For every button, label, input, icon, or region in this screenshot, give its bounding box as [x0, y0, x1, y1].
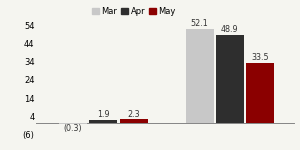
Text: 2.3: 2.3: [128, 110, 140, 119]
Text: 33.5: 33.5: [251, 53, 269, 62]
Bar: [186, 29, 214, 123]
Bar: [216, 34, 244, 123]
Bar: [89, 120, 117, 123]
Text: 48.9: 48.9: [221, 25, 239, 34]
Legend: Mar, Apr, May: Mar, Apr, May: [92, 7, 176, 16]
Text: (0.3): (0.3): [64, 124, 82, 133]
Bar: [59, 123, 87, 124]
Bar: [246, 63, 274, 123]
Bar: [120, 119, 148, 123]
Text: 1.9: 1.9: [97, 110, 110, 119]
Text: 52.1: 52.1: [191, 19, 208, 28]
